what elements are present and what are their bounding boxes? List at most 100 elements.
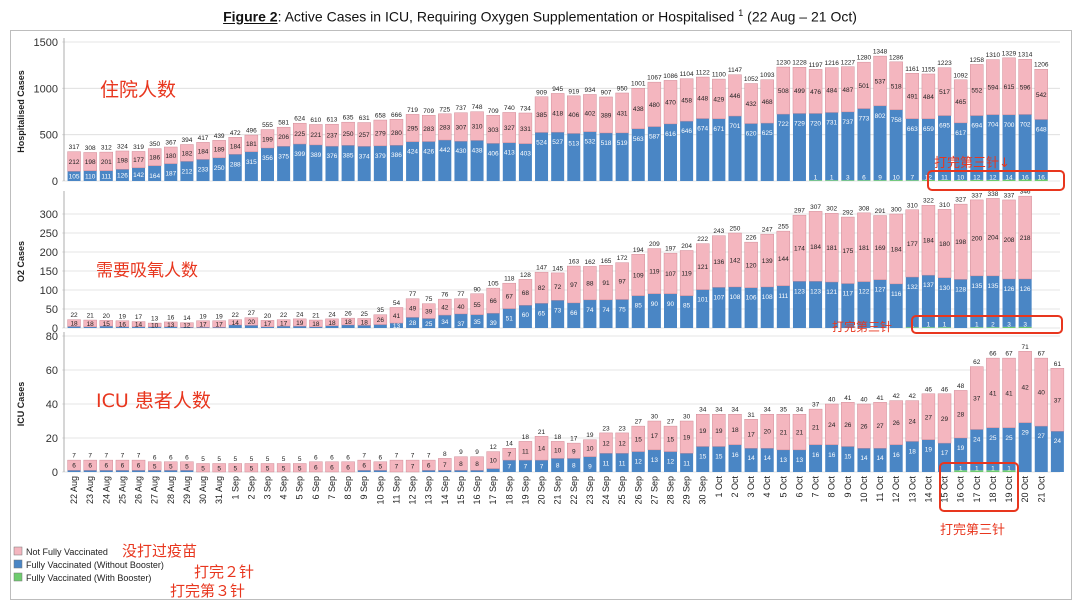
nfv-label: 303: [488, 127, 499, 134]
total-label: 21: [87, 313, 95, 320]
nfv-label: 21: [796, 430, 804, 437]
nfv-label: 17: [280, 320, 288, 327]
total-label: 610: [310, 117, 321, 124]
bar-not-vaccinated: [99, 459, 114, 471]
bar-with-booster: [1002, 179, 1016, 181]
x-tick-label: 8 Oct: [827, 476, 837, 498]
nfv-label: 5: [153, 464, 157, 471]
bar-not-vaccinated: [825, 67, 839, 113]
nfv-label: 10: [554, 447, 562, 454]
nfv-label: 180: [165, 153, 176, 160]
total-label: 6: [379, 454, 383, 461]
total-label: 1310: [986, 52, 1001, 59]
nfv-label: 327: [504, 125, 515, 132]
total-label: 19: [216, 313, 224, 320]
bar-not-vaccinated: [115, 150, 130, 170]
bar-without-booster: [373, 324, 387, 328]
x-tick-label: 13 Oct: [907, 476, 917, 503]
bar-without-booster: [583, 456, 597, 472]
bar-without-booster: [744, 287, 758, 328]
x-tick-label: 26 Sep: [633, 476, 643, 505]
wob-label: 8: [572, 463, 576, 470]
bar-without-booster: [680, 453, 694, 472]
bar-not-vaccinated: [357, 459, 371, 471]
y-tick-label: 60: [46, 365, 58, 377]
bar-not-vaccinated: [1034, 69, 1048, 120]
wob-label: 527: [552, 139, 563, 146]
total-label: 145: [552, 265, 563, 272]
bar-not-vaccinated: [615, 432, 629, 454]
bar-without-booster: [938, 115, 952, 180]
bar-not-vaccinated: [99, 320, 114, 327]
bar-not-vaccinated: [808, 408, 823, 446]
total-label: 346: [1020, 189, 1031, 196]
booster-label: 7: [910, 175, 914, 182]
total-label: 291: [875, 208, 886, 215]
bar-not-vaccinated: [486, 451, 500, 469]
total-label: 6: [185, 454, 189, 461]
x-tick-label: 7 Sep: [327, 476, 337, 500]
total-label: 62: [973, 359, 981, 366]
booster-label: 11: [941, 175, 948, 182]
wob-label: 7: [507, 464, 511, 471]
bar-without-booster: [454, 313, 468, 328]
bar-without-booster: [244, 151, 258, 181]
booster-label: 3: [1007, 322, 1011, 329]
wob-label: 288: [230, 161, 241, 168]
bar-not-vaccinated: [599, 432, 613, 454]
nfv-label: 5: [169, 464, 173, 471]
x-tick-label: 21 Sep: [553, 476, 563, 505]
bar-not-vaccinated: [131, 321, 146, 328]
bar-not-vaccinated: [1002, 57, 1016, 116]
bar-not-vaccinated: [438, 113, 452, 141]
total-label: 5: [298, 456, 302, 463]
total-label: 27: [248, 310, 256, 317]
bar-not-vaccinated: [325, 123, 339, 147]
wob-label: 116: [891, 291, 902, 298]
nfv-label: 181: [859, 245, 870, 252]
nfv-label: 237: [327, 133, 338, 140]
wob-label: 9: [588, 464, 592, 471]
bar-without-booster: [99, 326, 113, 328]
bar-without-booster: [83, 170, 97, 181]
x-tick-label: 29 Aug: [182, 476, 192, 504]
bar-not-vaccinated: [293, 318, 307, 327]
bar-without-booster: [470, 314, 484, 328]
wob-label: 406: [488, 150, 499, 157]
booster-label: 1: [1007, 466, 1011, 473]
total-label: 748: [472, 104, 483, 111]
total-label: 919: [568, 88, 579, 95]
bar-without-booster: [164, 326, 178, 328]
bar-without-booster: [1018, 422, 1032, 472]
bar-not-vaccinated: [679, 250, 694, 296]
y-tick-label: 20: [46, 433, 58, 445]
wob-label: 737: [842, 119, 853, 126]
nfv-label: 5: [379, 464, 383, 471]
nfv-label: 431: [617, 110, 628, 117]
total-label: 14: [183, 315, 191, 322]
wob-label: 532: [584, 139, 595, 146]
total-label: 6: [153, 454, 157, 461]
total-label: 31: [747, 412, 755, 419]
nfv-label: 14: [232, 320, 240, 327]
bar-not-vaccinated: [663, 425, 678, 452]
x-tick-label: 25 Sep: [617, 476, 627, 505]
total-label: 496: [246, 128, 257, 135]
wob-label: 110: [85, 173, 96, 180]
bar-not-vaccinated: [776, 66, 791, 115]
total-label: 24: [328, 311, 336, 318]
bar-without-booster: [728, 286, 742, 328]
bar-without-booster: [406, 141, 420, 181]
wob-label: 37: [457, 321, 465, 328]
y-tick-label: 200: [40, 247, 58, 259]
bar-without-booster: [776, 114, 790, 181]
bar-not-vaccinated: [325, 318, 339, 326]
nfv-label: 402: [584, 111, 595, 118]
bar-not-vaccinated: [550, 93, 565, 133]
bar-without-booster: [776, 449, 790, 472]
bar-without-booster: [1034, 426, 1048, 472]
x-tick-label: 5 Oct: [778, 476, 788, 498]
bar-not-vaccinated: [631, 88, 645, 130]
total-label: 439: [214, 133, 225, 140]
